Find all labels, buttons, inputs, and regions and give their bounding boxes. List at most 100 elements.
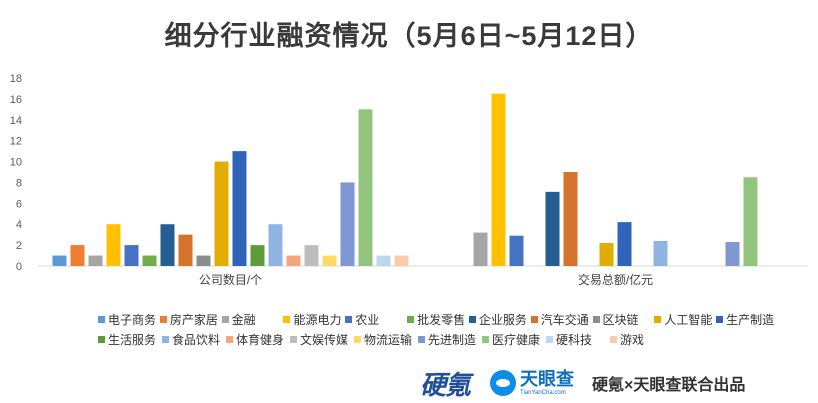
y-tick-label: 6 — [16, 198, 22, 210]
bar — [322, 255, 337, 266]
legend-swatch — [468, 315, 476, 323]
legend-swatch — [716, 315, 724, 323]
legend-label: 生活服务 — [108, 332, 157, 347]
legend-item: 汽车交通 — [530, 311, 593, 328]
bar — [124, 245, 139, 266]
bar — [743, 177, 758, 266]
bar — [358, 109, 373, 266]
tianyancha-eye-icon — [490, 370, 517, 396]
legend-label: 金融 — [231, 312, 256, 327]
legend-item: 区块链 — [592, 311, 655, 328]
legend-swatch — [98, 315, 105, 323]
legend-label: 区块链 — [602, 312, 639, 327]
legend-label: 生产制造 — [726, 312, 775, 327]
legend-item: 食品饮料 — [162, 331, 226, 348]
legend-row: 生活服务 食品饮料 体育健身 文娱传媒 物流运输 先进制造 医疗健康 硬科技 游戏 — [98, 329, 778, 349]
legend-label: 人工智能 — [664, 312, 713, 327]
legend-item: 金融 — [221, 311, 284, 328]
legend-item: 批发零售 — [407, 311, 469, 328]
bar — [268, 224, 283, 266]
legend-swatch — [654, 315, 662, 323]
legend-swatch — [159, 315, 167, 323]
legend-label: 批发零售 — [417, 312, 466, 327]
legend-item: 农业 — [345, 311, 407, 328]
bar — [545, 191, 560, 266]
bar — [599, 243, 614, 266]
bar — [232, 151, 247, 266]
x-category-label: 交易总额/亿元 — [578, 272, 653, 287]
bar — [214, 161, 229, 266]
legend-label: 房产家居 — [169, 312, 218, 327]
bar — [196, 255, 211, 266]
legend-swatch — [226, 335, 233, 343]
y-tick-label: 2 — [16, 240, 22, 252]
y-tick-label: 10 — [10, 157, 22, 169]
bar — [491, 93, 506, 267]
bar — [286, 255, 301, 266]
bar — [473, 232, 488, 266]
legend-label: 食品饮料 — [172, 332, 221, 347]
bar — [52, 255, 67, 266]
legend-label: 硬科技 — [556, 332, 593, 347]
legend-swatch — [345, 315, 353, 323]
bar — [394, 255, 409, 266]
legend-swatch — [530, 315, 538, 323]
legend-item: 医疗健康 — [482, 331, 546, 348]
legend-item: 电子商务 — [98, 311, 160, 328]
x-category-label: 公司数目/个 — [199, 272, 262, 287]
footer-credit: 硬氪×天眼查联合出品 — [592, 377, 746, 394]
chart-legend: 电子商务 房产家居 金融 能源电力 农业 批发零售 企业服务 汽车交通 区块链 人工智能 生产制造 … — [98, 309, 778, 349]
legend-label: 医疗健康 — [492, 332, 541, 347]
y-tick-label: 18 — [10, 73, 22, 85]
y-tick-label: 0 — [16, 261, 22, 273]
legend-swatch — [418, 335, 425, 343]
bar — [250, 245, 265, 266]
legend-item: 先进制造 — [418, 331, 482, 348]
legend-item: 生产制造 — [716, 311, 778, 328]
bar — [304, 245, 319, 266]
legend-label: 体育健身 — [236, 332, 285, 347]
bar — [160, 224, 175, 266]
legend-item: 物流运输 — [354, 331, 418, 348]
legend-swatch — [354, 335, 361, 343]
legend-swatch — [592, 315, 600, 323]
tianyancha-logo: 天眼查 TianYanCha.com — [490, 370, 574, 396]
footer: 硬氪 天眼查 TianYanCha.com 硬氪×天眼查联合出品 — [420, 368, 746, 400]
yingke-logo: 硬氪 — [420, 369, 471, 400]
legend-swatch — [221, 315, 229, 323]
legend-item: 企业服务 — [468, 311, 531, 328]
bar — [653, 240, 668, 266]
legend-item: 人工智能 — [654, 311, 716, 328]
bar — [88, 255, 103, 266]
y-tick-label: 8 — [16, 177, 22, 189]
bar — [563, 172, 578, 266]
bar — [142, 255, 157, 266]
legend-swatch — [610, 335, 617, 343]
legend-label: 农业 — [355, 312, 380, 327]
legend-item: 体育健身 — [226, 331, 290, 348]
legend-item: 硬科技 — [546, 331, 610, 348]
legend-row: 电子商务 房产家居 金融 能源电力 农业 批发零售 企业服务 汽车交通 区块链 人工智能 生产制造 — [98, 309, 778, 329]
legend-label: 电子商务 — [108, 312, 157, 327]
legend-swatch — [98, 335, 105, 343]
bar — [725, 241, 740, 266]
legend-item: 能源电力 — [283, 311, 345, 328]
legend-label: 游戏 — [620, 332, 645, 347]
bar — [617, 222, 632, 266]
legend-swatch — [407, 315, 415, 323]
tianyancha-logo-name: 天眼查 — [520, 369, 575, 389]
legend-swatch — [290, 335, 297, 343]
bar — [340, 182, 355, 266]
bar — [376, 255, 391, 266]
legend-swatch — [482, 335, 489, 343]
legend-label: 物流运输 — [364, 332, 413, 347]
legend-label: 能源电力 — [293, 312, 342, 327]
legend-item: 房产家居 — [159, 311, 222, 328]
y-tick-label: 14 — [10, 115, 22, 127]
legend-item: 文娱传媒 — [290, 331, 354, 348]
legend-swatch — [283, 315, 291, 323]
chart-title: 细分行业融资情况（5月6日~5月12日） — [164, 21, 654, 51]
bar — [178, 234, 193, 266]
legend-swatch — [162, 335, 169, 343]
